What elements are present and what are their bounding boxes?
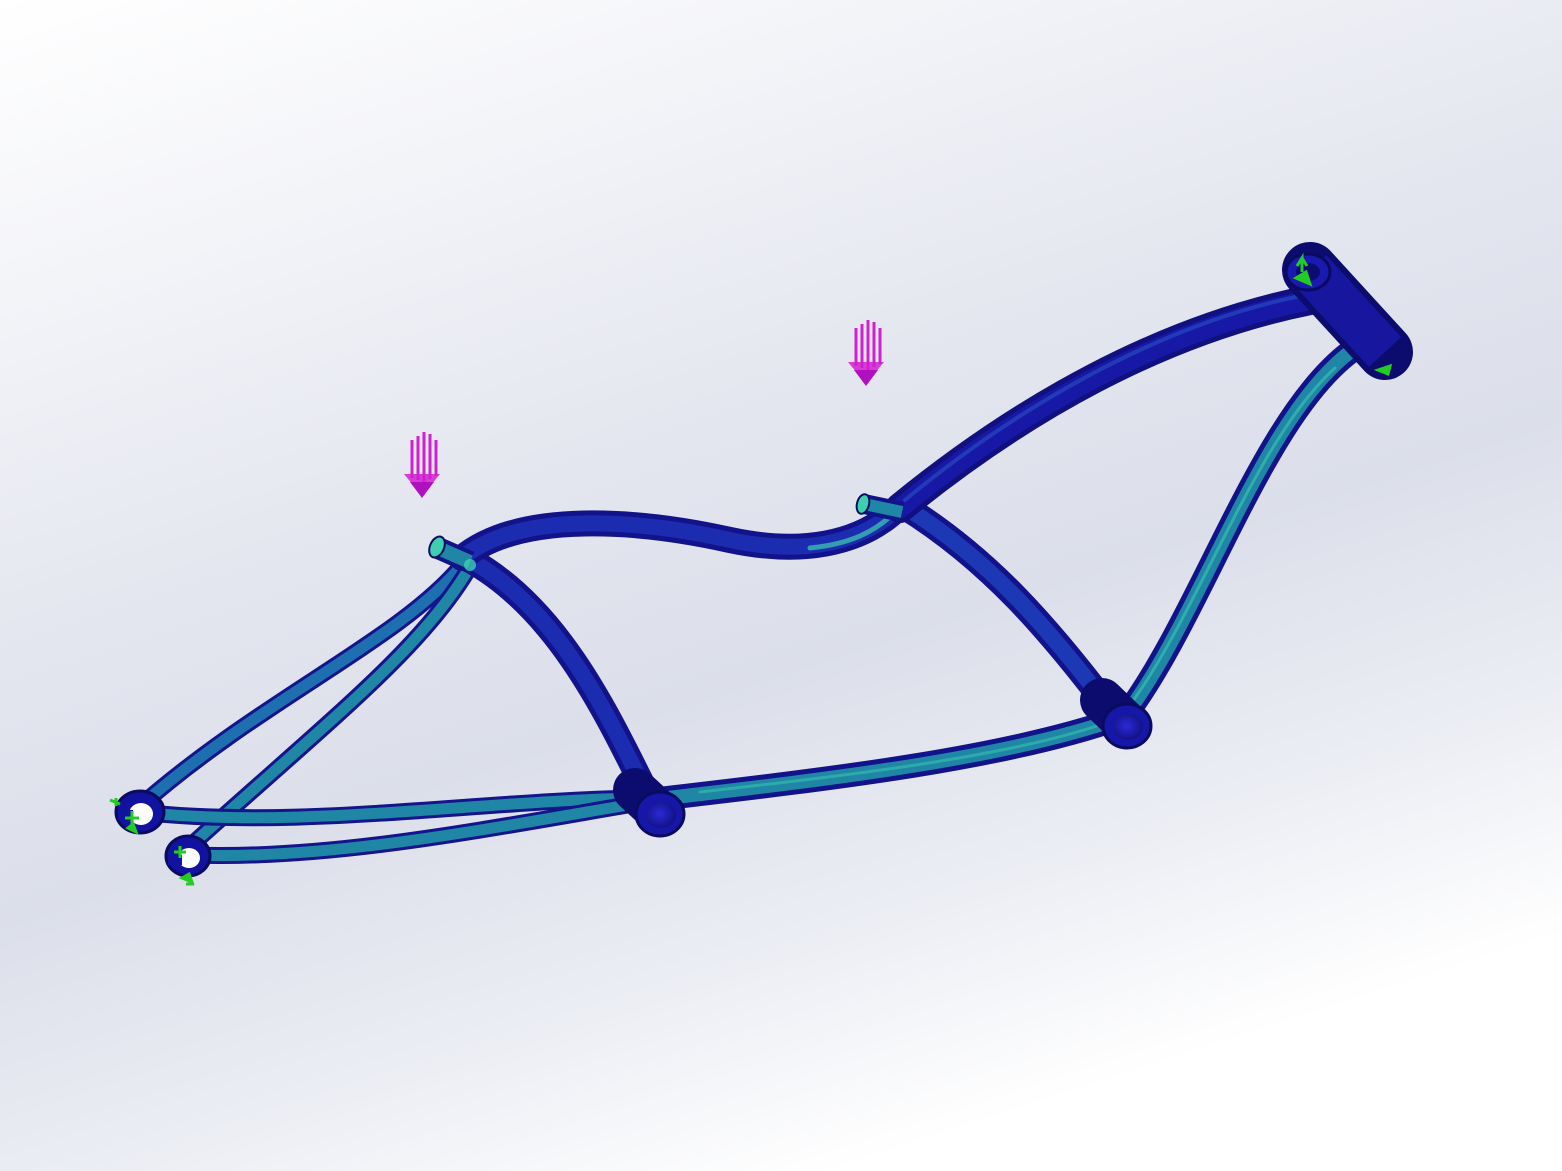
down-tube[interactable] (638, 706, 1132, 812)
front-seat-tube[interactable] (892, 494, 1125, 725)
top-tube[interactable] (449, 495, 911, 571)
chain-stays[interactable] (131, 789, 654, 865)
front-bottom-bracket[interactable] (1080, 678, 1153, 750)
rear-dropout-upper[interactable] (114, 789, 166, 835)
rear-dropout-lower[interactable] (164, 834, 212, 878)
load-arrow-icon[interactable] (848, 320, 884, 386)
seat-stays[interactable] (129, 556, 477, 857)
rear-seat-tube[interactable] (457, 547, 661, 809)
fixture-icon[interactable] (1292, 252, 1393, 377)
front-seat-post-stub[interactable] (855, 493, 905, 522)
load-arrow-icon[interactable] (404, 432, 440, 498)
head-down-tube[interactable] (1110, 340, 1362, 732)
rear-bottom-bracket[interactable] (613, 768, 686, 838)
fixture-icon[interactable] (109, 798, 195, 886)
rear-seat-post-stub[interactable] (426, 534, 476, 573)
upper-main-tube[interactable] (885, 285, 1325, 523)
